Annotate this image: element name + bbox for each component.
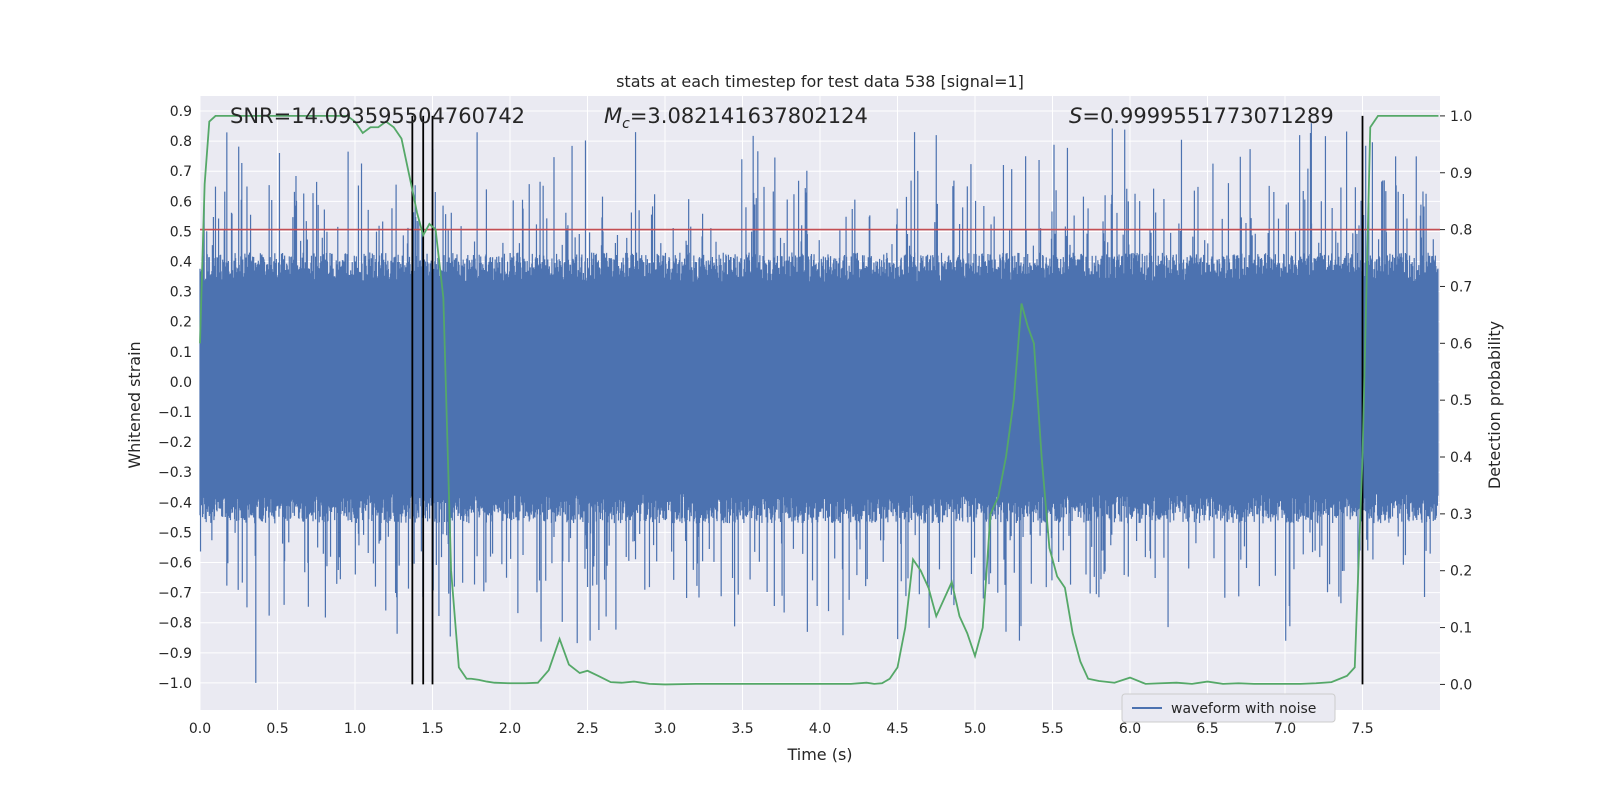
y2-axis-label: Detection probability [1485, 321, 1504, 489]
y-tick-label: 0.8 [170, 134, 192, 150]
statistic-symbol: S [1069, 104, 1082, 128]
chirp-mass-value: =3.082141637802124 [630, 104, 868, 128]
chart-title: stats at each timestep for test data 538… [616, 72, 1024, 91]
x-tick-label: 3.5 [731, 721, 753, 737]
x-tick-label: 5.5 [1041, 721, 1063, 737]
y2-tick-label: 0.6 [1450, 336, 1472, 352]
y-tick-label: 0.0 [170, 375, 192, 391]
x-tick-label: 1.0 [344, 721, 366, 737]
waveform-core [200, 291, 1439, 485]
x-tick-label: 7.5 [1351, 721, 1373, 737]
y2-tick-label: 0.8 [1450, 223, 1472, 239]
statistic-value: =0.9999551773071289 [1082, 104, 1333, 128]
vertical-lines [411, 115, 1364, 685]
y2-tick-label: 0.4 [1450, 450, 1472, 466]
statistic-annotation: S=0.9999551773071289 [1069, 104, 1334, 128]
x-tick-label: 6.0 [1119, 721, 1141, 737]
y-tick-label: 0.1 [170, 345, 192, 361]
y-axis-label: Whitened strain [125, 341, 144, 468]
y-tick-label: 0.5 [170, 224, 192, 240]
y-tick-label: −0.4 [158, 495, 192, 511]
y-tick-label: −0.7 [158, 586, 192, 602]
legend-box [1121, 693, 1336, 723]
x-tick-label: 2.0 [499, 721, 521, 737]
y-tick-label: 0.3 [170, 285, 192, 301]
probability-line [199, 115, 1439, 686]
chirp-mass-subscript: c [622, 116, 630, 132]
x-tick-label: 6.5 [1196, 721, 1218, 737]
chirp-mass-symbol: M [604, 104, 622, 128]
y-tick-label: 0.9 [170, 104, 192, 120]
y-tick-label: −0.8 [158, 616, 192, 632]
chirp-mass-annotation: Mc=3.082141637802124 [604, 104, 868, 132]
x-tick-label: 4.5 [886, 721, 908, 737]
y-tick-label: 0.6 [170, 194, 192, 210]
y2-tick-label: 0.3 [1450, 507, 1472, 523]
x-tick-label: 0.0 [189, 721, 211, 737]
y-tick-label: 0.7 [170, 164, 192, 180]
snr-annotation: SNR=14.093595504760742 [230, 104, 525, 128]
legend: waveform with noise [1121, 693, 1336, 723]
x-tick-label: 7.0 [1274, 721, 1296, 737]
x-tick-label: 0.5 [266, 721, 288, 737]
y-ticks: 0.9 0.8 0.7 0.6 0.5 0.4 0.3 0.2 0.1 0.0 −0.1 −0.2 −0… [158, 104, 192, 692]
y-tick-label: −0.1 [158, 405, 192, 421]
y2-tick-label: 0.5 [1450, 393, 1472, 409]
y2-tick-label: 0.2 [1450, 564, 1472, 580]
y-tick-label: −0.5 [158, 525, 192, 541]
waveform-series [199, 123, 1439, 683]
y-tick-label: −1.0 [158, 676, 192, 692]
x-tick-label: 3.0 [654, 721, 676, 737]
legend-label: waveform with noise [1171, 701, 1316, 717]
y-tick-label: 0.4 [170, 255, 192, 271]
y2-tick-label: 0.9 [1450, 166, 1472, 182]
x-tick-label: 1.5 [421, 721, 443, 737]
x-tick-label: 5.0 [964, 721, 986, 737]
x-tick-label: 4.0 [809, 721, 831, 737]
y-tick-label: −0.6 [158, 556, 192, 572]
x-axis-label: Time (s) [786, 745, 852, 764]
x-tick-label: 2.5 [576, 721, 598, 737]
x-ticks: 0.0 0.5 1.0 1.5 2.0 2.5 3.0 3.5 4.0 4.5 5.0 5.5 6.0 6… [189, 721, 1374, 737]
y2-tick-label: 1.0 [1450, 109, 1472, 125]
y-tick-label: −0.9 [158, 646, 192, 662]
y2-ticks: 1.0 0.9 0.8 0.7 0.6 0.5 0.4 0.3 0.2 0.1 0.0 [1440, 109, 1472, 693]
y-tick-label: −0.2 [158, 435, 192, 451]
y-tick-label: 0.2 [170, 315, 192, 331]
y2-tick-label: 0.7 [1450, 279, 1472, 295]
y2-tick-label: 0.1 [1450, 621, 1472, 637]
y2-tick-label: 0.0 [1450, 677, 1472, 693]
y-tick-label: −0.3 [158, 465, 192, 481]
